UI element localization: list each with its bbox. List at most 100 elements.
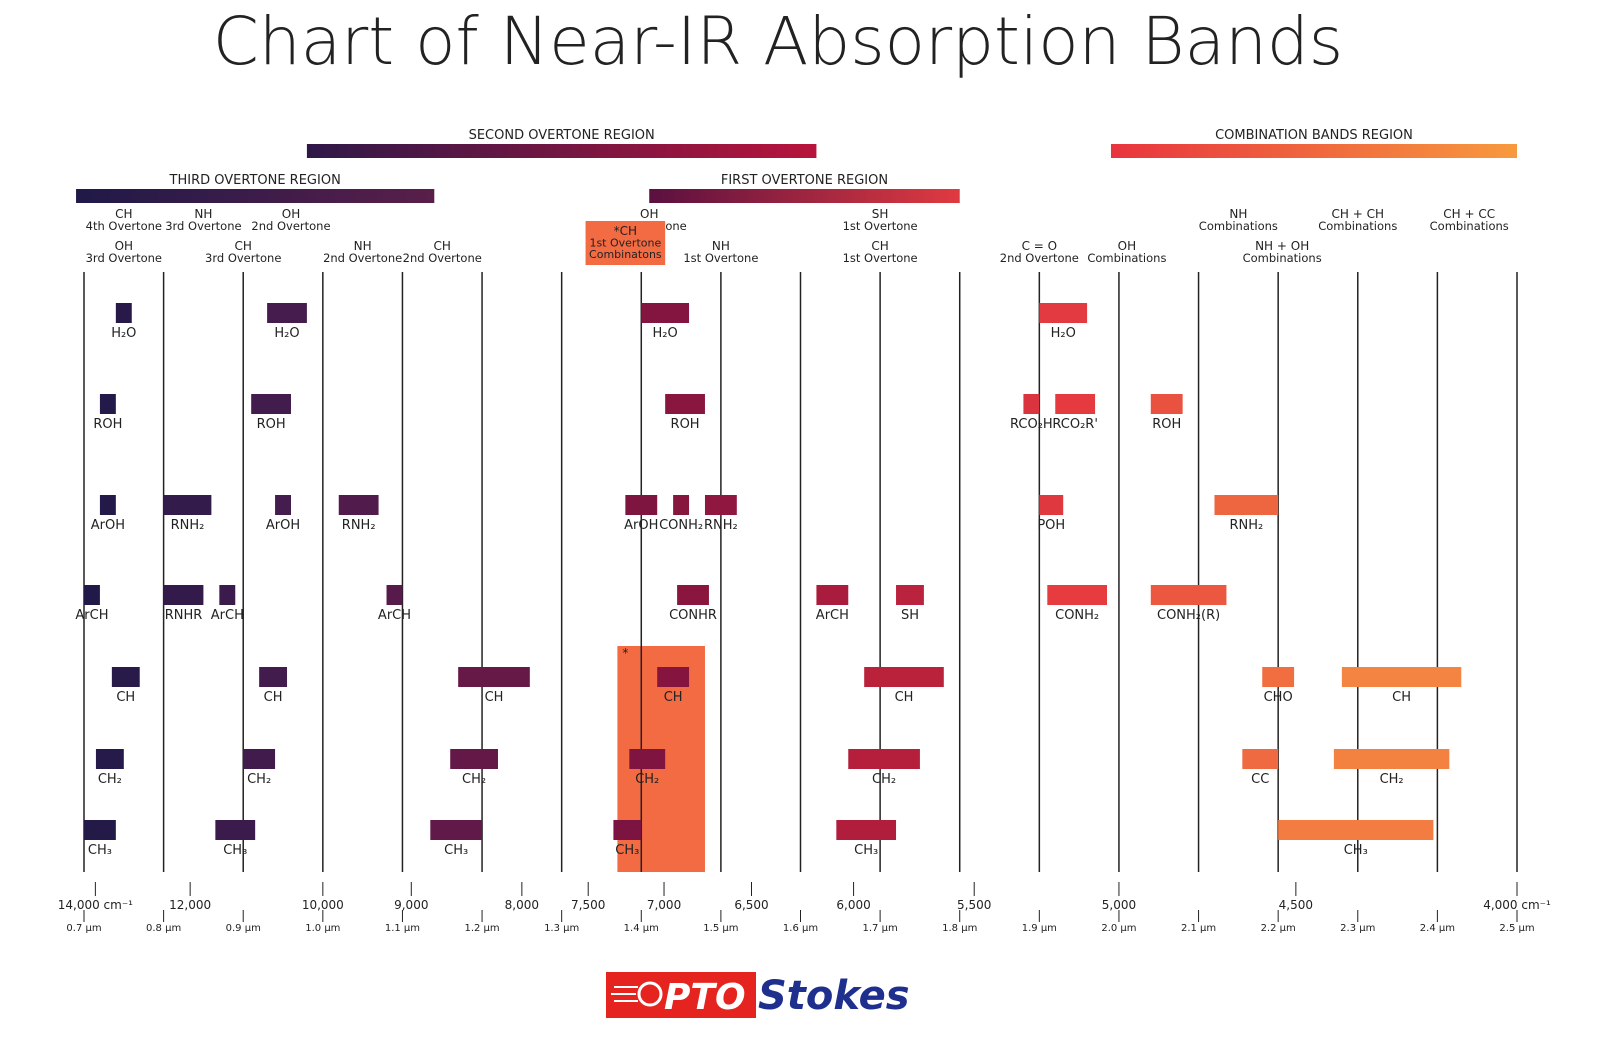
band-label: SH [901,608,919,623]
wavenumber-tick-label: 6,000 [836,898,870,912]
wavelength-tick-label: 1.2 μm [464,923,499,934]
wavenumber-tick-label: 7,500 [571,898,605,912]
wavelength-tick-label: 2.2 μm [1261,923,1296,934]
band-bar [115,303,132,323]
band-bar [1278,820,1434,840]
band-header-bottom: Combinations [1199,219,1278,233]
band-label: CH [264,690,283,705]
wavelength-tick-label: 1.1 μm [385,923,420,934]
band-header-bottom: Combinations [1430,219,1509,233]
band-bar [1039,495,1064,515]
band-label: H₂O [1051,326,1076,341]
wavelength-tick-label: 1.6 μm [783,923,818,934]
band-label: ArCH [816,608,849,623]
band-label: ArOH [266,518,300,533]
region-label: FIRST OVERTONE REGION [721,173,888,188]
wavelength-tick-label: 1.9 μm [1022,923,1057,934]
band-bar [1262,667,1295,687]
band-header-top: CH [235,239,252,253]
highlight-header-text: *CH [614,224,637,238]
band-bar [625,495,658,515]
band-bar [665,394,705,414]
highlight-asterisk: * [622,646,628,660]
band-header-bottom: 1st Overtone [683,251,758,265]
logo-prefix: PTO [664,977,746,1018]
band-label: ArCH [211,608,244,623]
band-label: POH [1037,518,1065,533]
band-label: RNH₂ [342,518,376,533]
band-bar [163,495,212,515]
band-header-bottom: 2nd Overtone [403,251,482,265]
band-bar [458,667,530,687]
band-bar [99,495,116,515]
band-label: RCO₂R' [1052,417,1098,432]
band-label: CONHR [669,608,717,623]
band-bar [243,749,276,769]
band-label: CH₂ [1380,772,1404,787]
band-label: CC [1251,772,1269,787]
band-label: ROH [93,417,122,432]
band-bar [836,820,897,840]
band-header-bottom: 3rd Overtone [165,219,241,233]
chart-title: Chart of Near-IR Absorption Bands [213,3,1343,80]
region-bar [649,189,960,203]
wavelength-tick-label: 1.7 μm [863,923,898,934]
gridlines-layer [83,272,1518,872]
band-bar [95,749,124,769]
band-label: ArCH [378,608,411,623]
band-header-bottom: 2nd Overtone [251,219,330,233]
band-bar [215,820,256,840]
region-bar [76,189,435,203]
highlight-header-text: Combinatons [589,248,662,261]
wavelength-tick-label: 2.5 μm [1499,923,1534,934]
band-label: CONH₂ [1055,608,1099,623]
wavelength-tick-label: 1.0 μm [305,923,340,934]
wavelength-tick-label: 2.3 μm [1340,923,1375,934]
band-bar [1242,749,1279,769]
band-bar [84,820,116,840]
band-bar [1023,394,1040,414]
logo-suffix: Stokes [758,973,910,1019]
wavelength-tick-label: 0.7 μm [66,923,101,934]
band-bar [251,394,291,414]
band-bar [677,585,709,605]
wavenumber-tick-label: 10,000 [302,898,344,912]
band-label: H₂O [653,326,678,341]
band-bar [641,303,690,323]
speed-lines-icon [611,986,638,1002]
wavelength-tick-label: 1.4 μm [624,923,659,934]
wavenumber-tick-label: 7,000 [647,898,681,912]
band-label: CH [895,690,914,705]
band-bar [613,820,642,840]
wavelength-tick-label: 0.8 μm [146,923,181,934]
band-bar [267,303,307,323]
band-bar [629,749,666,769]
band-label: CH₂ [247,772,271,787]
band-header-top: OH [282,207,300,221]
band-header-bottom: 2nd Overtone [323,251,402,265]
band-bar [275,495,291,515]
wavelength-tick-label: 2.1 μm [1181,923,1216,934]
band-header-top: C = O [1022,239,1058,253]
wavenumber-tick-label: 4,000 cm⁻¹ [1483,898,1551,912]
band-bar [1047,585,1108,605]
band-header-top: CH + CC [1443,207,1495,221]
wavenumber-tick-label: 9,000 [394,898,428,912]
band-label: ArOH [624,518,658,533]
band-label: CH₂ [635,772,659,787]
band-label: CH [116,690,135,705]
band-bar [84,585,100,605]
band-bar [1055,394,1096,414]
region-label: COMBINATION BANDS REGION [1215,128,1413,143]
band-label: ArOH [91,518,125,533]
highlight-header-text: 1st Overtone [589,237,661,250]
band-label: CONH₂ [659,518,703,533]
band-bar [816,585,849,605]
band-label: RNH₂ [171,518,205,533]
band-header-top: SH [872,207,889,221]
band-bar [848,749,920,769]
logo: PTO Stokes [606,972,966,1032]
band-header-top: OH [640,207,658,221]
regions-layer: THIRD OVERTONE REGION SECOND OVERTONE REG… [76,128,1517,203]
